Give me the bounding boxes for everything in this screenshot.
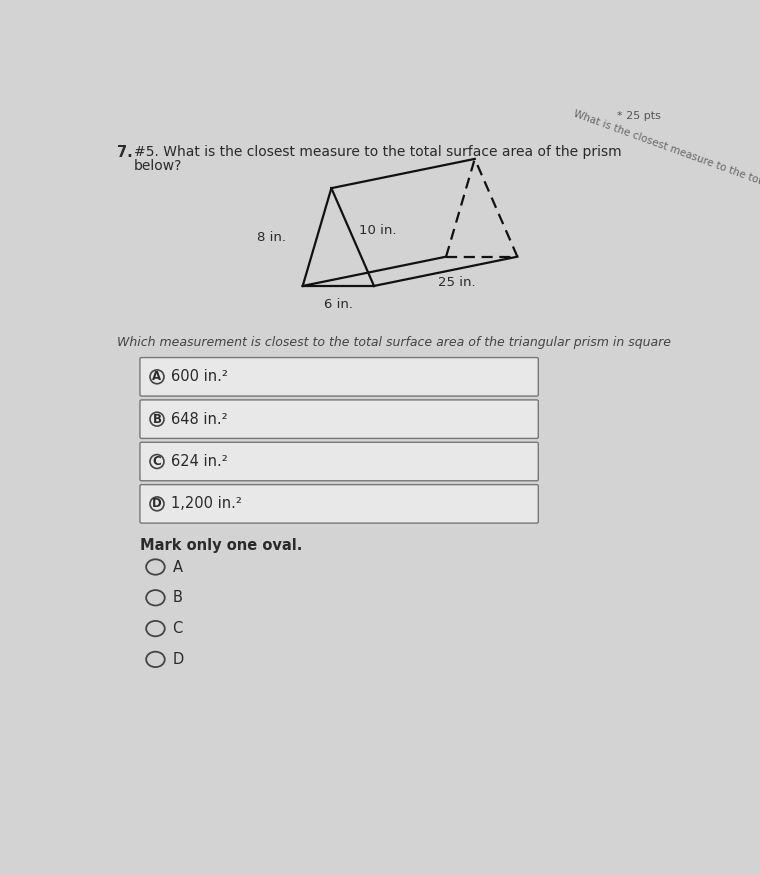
Text: 624 in.²: 624 in.² — [171, 454, 228, 469]
FancyBboxPatch shape — [140, 442, 538, 480]
Text: B: B — [173, 591, 182, 605]
Text: 8 in.: 8 in. — [257, 230, 286, 243]
Text: 7.: 7. — [117, 145, 132, 160]
Text: 600 in.²: 600 in.² — [171, 369, 228, 384]
FancyBboxPatch shape — [140, 400, 538, 438]
Text: Which measurement is closest to the total surface area of the triangular prism i: Which measurement is closest to the tota… — [117, 336, 671, 349]
Text: below?: below? — [134, 159, 182, 173]
Text: 1,200 in.²: 1,200 in.² — [171, 496, 242, 511]
Text: Mark only one oval.: Mark only one oval. — [140, 538, 302, 553]
FancyBboxPatch shape — [140, 358, 538, 396]
Text: A: A — [153, 370, 162, 383]
Text: What is the closest measure to the total surface area of the prism: What is the closest measure to the total… — [572, 108, 760, 236]
Text: C: C — [153, 455, 161, 468]
Text: D: D — [152, 497, 162, 510]
Text: B: B — [153, 413, 161, 425]
Text: 648 in.²: 648 in.² — [171, 411, 227, 427]
Text: A: A — [173, 559, 182, 575]
FancyBboxPatch shape — [140, 485, 538, 523]
Text: D: D — [173, 652, 184, 667]
Text: 10 in.: 10 in. — [359, 224, 397, 237]
Text: 6 in.: 6 in. — [324, 298, 353, 311]
Text: 25 in.: 25 in. — [439, 276, 476, 289]
Text: * 25 pts: * 25 pts — [617, 111, 660, 121]
Text: C: C — [173, 621, 182, 636]
Text: #5. What is the closest measure to the total surface area of the prism: #5. What is the closest measure to the t… — [134, 145, 622, 159]
